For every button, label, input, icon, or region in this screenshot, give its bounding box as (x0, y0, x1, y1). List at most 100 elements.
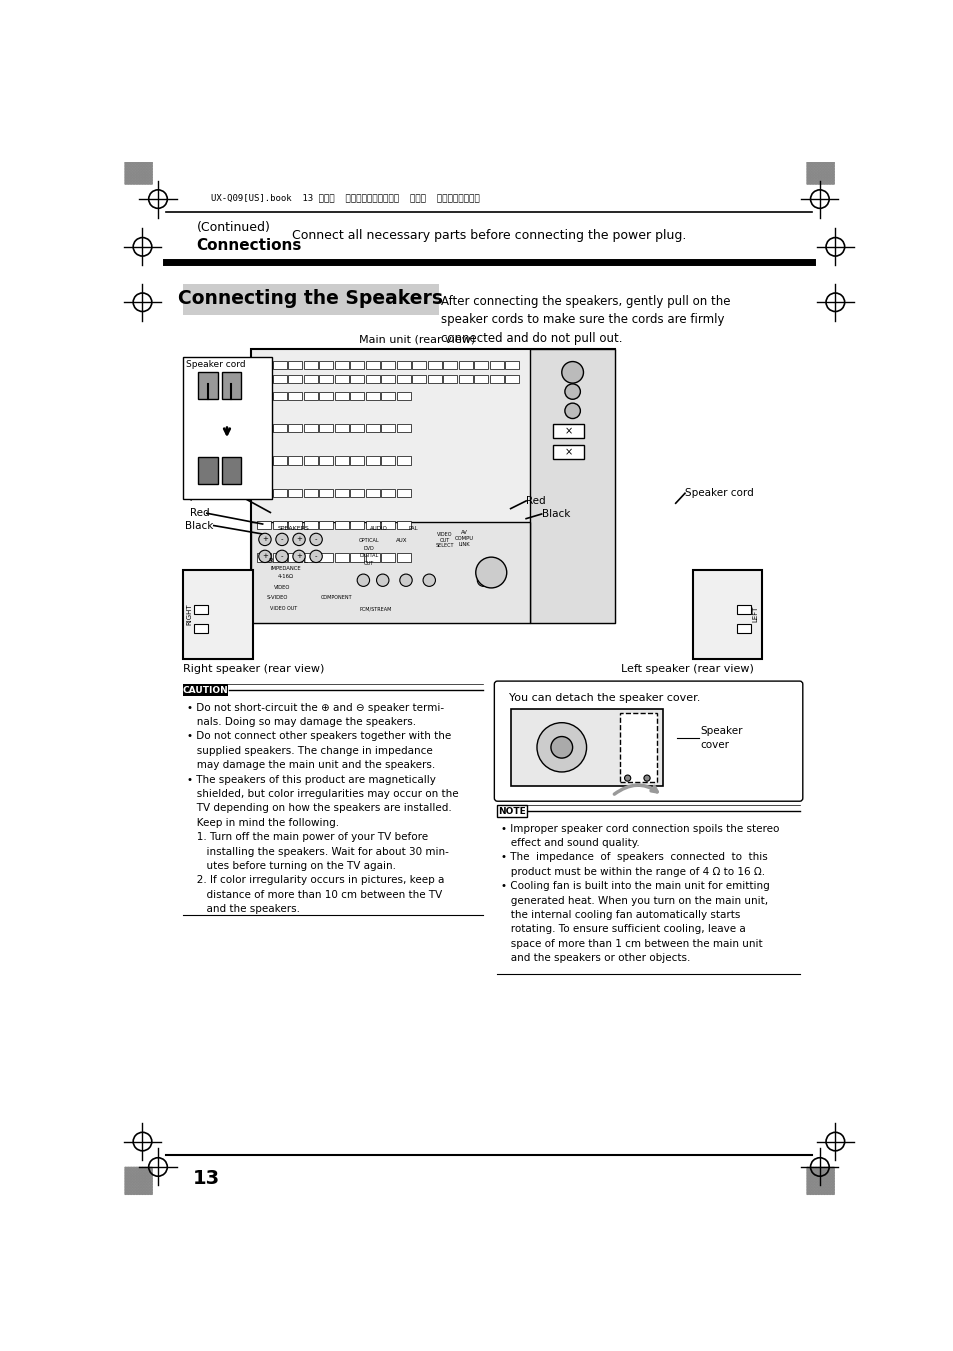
Text: -: - (280, 554, 283, 559)
Bar (319, 457, 333, 465)
Text: VIDEO: VIDEO (274, 585, 291, 590)
Bar (288, 457, 302, 465)
Bar (183, 570, 253, 659)
Text: COMPONENT: COMPONENT (320, 594, 352, 600)
Circle shape (643, 775, 649, 781)
Bar (257, 374, 271, 384)
Bar (474, 374, 488, 384)
Text: Red: Red (525, 496, 545, 505)
Bar (273, 521, 286, 530)
Text: Main unit (rear view): Main unit (rear view) (359, 334, 476, 345)
Bar (427, 374, 441, 384)
Bar (553, 424, 583, 438)
Bar (319, 392, 333, 400)
Circle shape (258, 550, 271, 562)
Bar (257, 424, 271, 432)
Bar (489, 361, 503, 369)
Text: VIDEO OUT: VIDEO OUT (270, 607, 297, 611)
Text: 13: 13 (193, 1169, 220, 1188)
Bar (273, 374, 286, 384)
Text: Black: Black (541, 509, 569, 519)
Text: (Continued): (Continued) (196, 222, 271, 234)
Bar (365, 374, 379, 384)
Bar (736, 624, 750, 634)
Text: DVD: DVD (363, 546, 374, 551)
Text: AUX: AUX (395, 538, 408, 543)
Text: +: + (295, 536, 302, 542)
Bar (396, 554, 410, 562)
Circle shape (293, 534, 305, 546)
Text: PCM/STREAM: PCM/STREAM (359, 607, 392, 611)
Circle shape (356, 574, 369, 586)
Bar (458, 374, 472, 384)
Bar (497, 805, 526, 817)
Text: LEFT: LEFT (752, 605, 758, 623)
Text: Connections: Connections (196, 238, 302, 253)
Bar (257, 392, 271, 400)
Bar (692, 570, 761, 659)
Text: Red: Red (190, 508, 209, 519)
Text: VIDEO
OUT
SELECT: VIDEO OUT SELECT (435, 532, 454, 549)
Bar (365, 521, 379, 530)
Text: OUT: OUT (363, 561, 374, 566)
Bar (194, 605, 208, 615)
Circle shape (275, 550, 288, 562)
Bar (303, 489, 317, 497)
Bar (288, 521, 302, 530)
Text: AUDIO: AUDIO (370, 527, 388, 531)
Circle shape (275, 534, 288, 546)
Text: CAUTION: CAUTION (182, 686, 228, 694)
Bar (194, 624, 208, 634)
Circle shape (564, 384, 579, 400)
Text: After connecting the speakers, gently pull on the
speaker cords to make sure the: After connecting the speakers, gently pu… (440, 295, 730, 345)
Text: PAL: PAL (409, 527, 418, 531)
Text: L: L (303, 558, 307, 563)
Circle shape (561, 362, 583, 384)
Text: Left speaker (rear view): Left speaker (rear view) (620, 663, 754, 674)
Bar (396, 424, 410, 432)
Bar (319, 489, 333, 497)
Bar (183, 284, 438, 315)
Text: ×: × (564, 447, 572, 458)
Bar (251, 523, 530, 623)
Bar (257, 361, 271, 369)
Bar (288, 554, 302, 562)
Text: AV
COMPU
LINK: AV COMPU LINK (454, 530, 474, 547)
Text: Connect all necessary parts before connecting the power plug.: Connect all necessary parts before conne… (292, 228, 685, 242)
Bar (273, 361, 286, 369)
Bar (381, 457, 395, 465)
Bar (335, 374, 348, 384)
Bar (736, 605, 750, 615)
Circle shape (310, 534, 322, 546)
Text: -: - (280, 536, 283, 542)
Bar (350, 457, 364, 465)
Bar (273, 489, 286, 497)
Bar (198, 373, 217, 400)
Bar (381, 374, 395, 384)
Bar (381, 424, 395, 432)
Bar (335, 392, 348, 400)
Text: Speaker
cover: Speaker cover (700, 727, 742, 750)
Bar (350, 424, 364, 432)
Bar (412, 374, 426, 384)
Bar (365, 489, 379, 497)
Bar (251, 349, 615, 623)
Text: -: - (314, 554, 317, 559)
Bar (365, 457, 379, 465)
Circle shape (310, 550, 322, 562)
Text: DIGITAL: DIGITAL (358, 554, 378, 558)
Circle shape (376, 574, 389, 586)
Bar (288, 489, 302, 497)
Bar (257, 521, 271, 530)
Bar (396, 392, 410, 400)
Bar (273, 554, 286, 562)
Bar (350, 521, 364, 530)
Bar (335, 521, 348, 530)
Bar (183, 684, 228, 697)
Circle shape (537, 723, 586, 771)
Bar (365, 361, 379, 369)
Bar (381, 554, 395, 562)
Bar (474, 361, 488, 369)
Bar (350, 489, 364, 497)
Bar (458, 361, 472, 369)
